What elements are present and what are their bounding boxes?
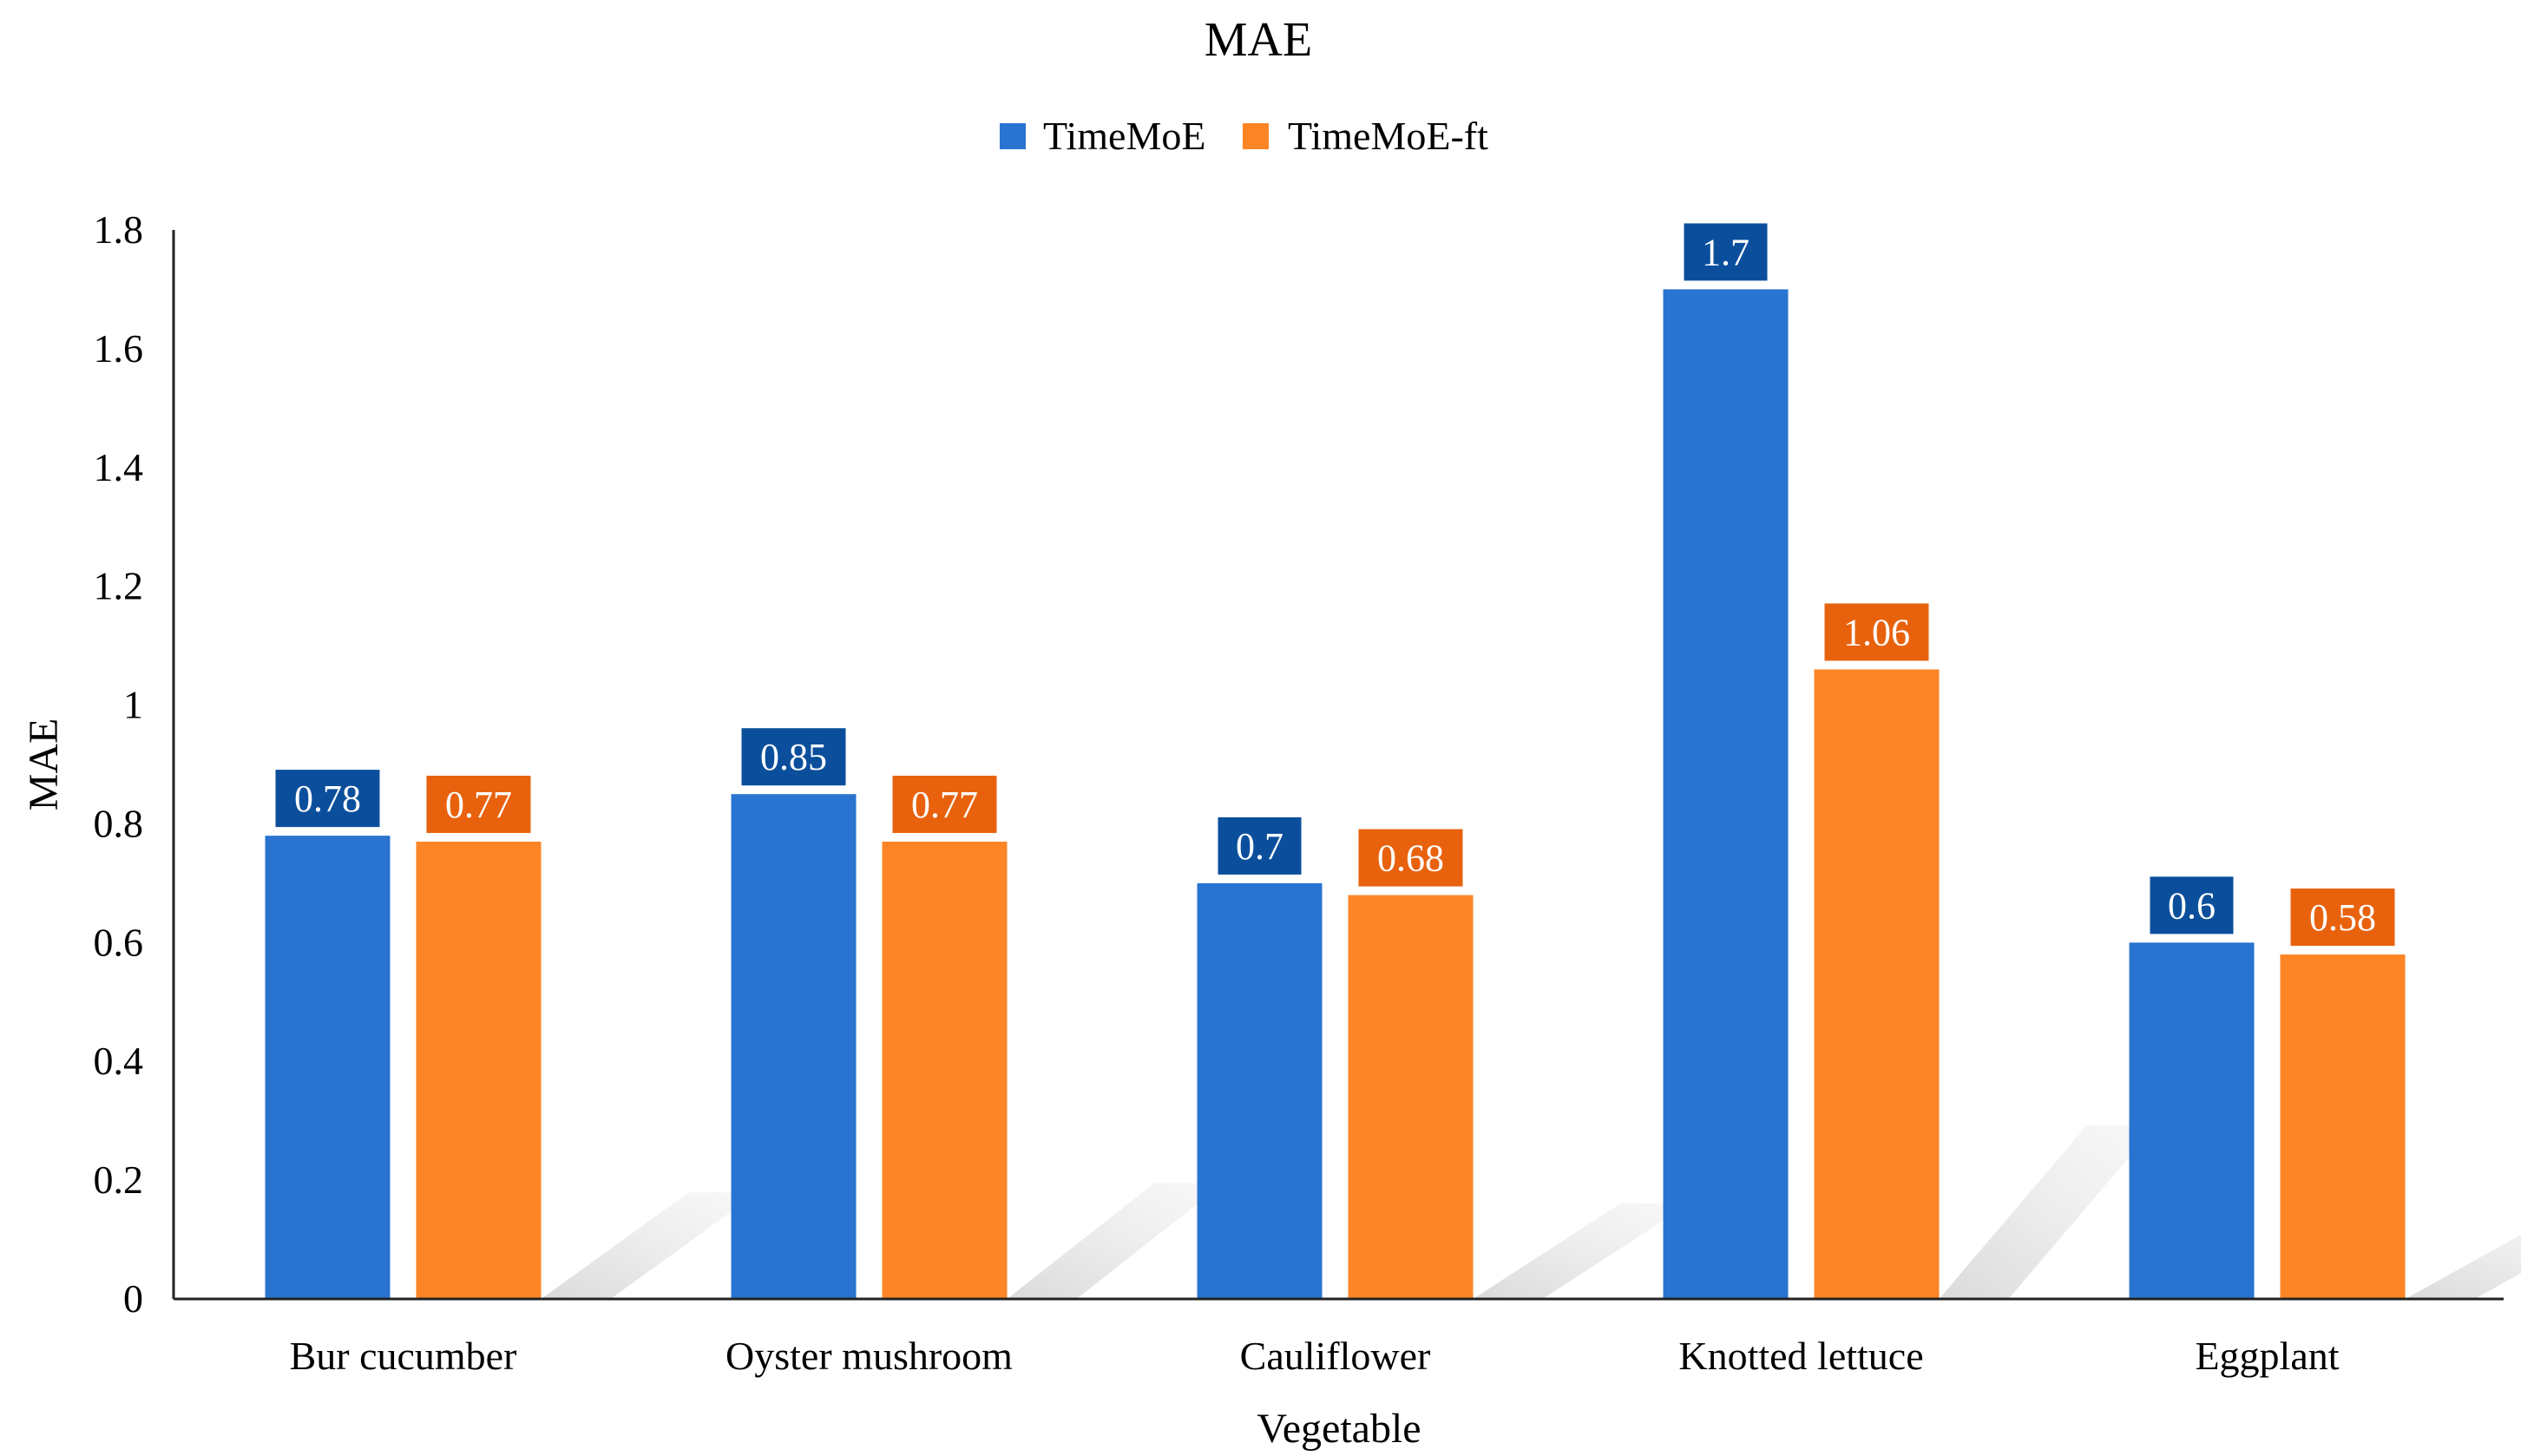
bars <box>265 289 2406 1299</box>
x-tick-label: Eggplant <box>2195 1334 2339 1378</box>
legend: TimeMoE TimeMoE-ft <box>1000 114 1488 158</box>
data-label-box <box>1218 817 1302 875</box>
bar-timemoe-bur-cucumber <box>265 836 391 1299</box>
y-tick-label: 0.8 <box>94 801 144 845</box>
bar-timemoe-eggplant <box>2129 942 2255 1299</box>
data-label-text: 0.68 <box>1377 837 1444 880</box>
legend-swatch-timemoe <box>1000 123 1026 149</box>
legend-label-timemoe-ft: TimeMoE-ft <box>1288 114 1488 158</box>
data-label-timemoe-bur-cucumber: 0.78 <box>275 770 380 828</box>
y-tick-label: 0.4 <box>94 1039 144 1083</box>
bar-timemoe-knotted-lettuce <box>1663 289 1789 1299</box>
x-tick-labels: Bur cucumber Oyster mushroom Cauliflower Kn… <box>290 1334 2340 1378</box>
data-label-text: 0.77 <box>911 784 978 826</box>
y-tick-labels: 0 0.2 0.4 0.6 0.8 1 1.2 1.4 1.6 1.8 <box>94 207 144 1321</box>
bar-timemoe-ft-bur-cucumber <box>416 841 542 1299</box>
data-labels: 0.78 0.77 0.85 0.77 0.7 0.68 1.7 1.06 0.6 0.58 <box>275 223 2395 947</box>
x-axis-label: Vegetable <box>1257 1406 1421 1452</box>
data-label-box <box>1358 829 1463 887</box>
bar-timemoe-ft-eggplant <box>2280 954 2406 1299</box>
bar-timemoe-ft-oyster-mushroom <box>882 841 1008 1299</box>
bar-timemoe-ft-knotted-lettuce <box>1814 669 1940 1299</box>
data-label-box <box>741 728 846 786</box>
bar-shadow <box>1007 1183 1224 1299</box>
data-label-box <box>275 770 380 828</box>
y-tick-label: 1.4 <box>94 445 144 489</box>
data-label-text: 1.7 <box>1702 231 1750 273</box>
x-tick-label: Knotted lettuce <box>1678 1334 1923 1378</box>
data-label-timemoe-ft-oyster-mushroom: 0.77 <box>892 775 997 833</box>
bar-shadows <box>541 1125 2521 1299</box>
data-label-text: 0.58 <box>2309 896 2376 939</box>
bar-shadow <box>2405 1234 2521 1299</box>
legend-swatch-timemoe-ft <box>1243 123 1269 149</box>
data-label-text: 0.78 <box>294 777 361 820</box>
legend-label-timemoe: TimeMoE <box>1043 114 1205 158</box>
data-label-box <box>1824 603 1929 661</box>
bar-shadow <box>1473 1203 1691 1299</box>
y-tick-label: 1 <box>123 683 143 727</box>
bar-shadow <box>1939 1125 2157 1299</box>
data-label-box <box>2150 876 2234 935</box>
data-label-box <box>426 775 531 833</box>
data-label-text: 0.7 <box>1236 825 1283 868</box>
data-label-timemoe-eggplant: 0.6 <box>2150 876 2234 935</box>
bar-timemoe-cauliflower <box>1197 882 1323 1299</box>
data-label-box <box>892 775 997 833</box>
data-label-timemoe-oyster-mushroom: 0.85 <box>741 728 846 786</box>
y-tick-label: 0 <box>123 1276 143 1321</box>
data-label-text: 1.06 <box>1843 611 1910 653</box>
x-tick-label: Cauliflower <box>1240 1334 1431 1378</box>
data-label-text: 0.77 <box>445 784 512 826</box>
y-tick-label: 0.2 <box>94 1158 144 1202</box>
data-label-timemoe-cauliflower: 0.7 <box>1218 817 1302 875</box>
data-label-timemoe-ft-bur-cucumber: 0.77 <box>426 775 531 833</box>
data-label-text: 0.85 <box>760 736 827 778</box>
data-label-box <box>2290 889 2395 947</box>
bar-timemoe-ft-cauliflower <box>1348 895 1474 1299</box>
x-tick-label: Bur cucumber <box>290 1334 517 1378</box>
chart-title: MAE <box>1205 13 1312 67</box>
y-tick-label: 0.6 <box>94 920 144 964</box>
y-tick-label: 1.6 <box>94 326 144 371</box>
bar-shadow <box>541 1192 758 1299</box>
bar-timemoe-oyster-mushroom <box>731 794 857 1299</box>
data-label-timemoe-ft-eggplant: 0.58 <box>2290 889 2395 947</box>
data-label-timemoe-ft-cauliflower: 0.68 <box>1358 829 1463 887</box>
y-tick-label: 1.2 <box>94 564 144 608</box>
data-label-box <box>1684 223 1768 281</box>
data-label-timemoe-knotted-lettuce: 1.7 <box>1684 223 1768 281</box>
data-label-text: 0.6 <box>2168 884 2216 927</box>
data-label-timemoe-ft-knotted-lettuce: 1.06 <box>1824 603 1929 661</box>
y-axis-label: MAE <box>21 718 67 811</box>
x-tick-label: Oyster mushroom <box>725 1334 1013 1378</box>
y-tick-label: 1.8 <box>94 207 144 252</box>
